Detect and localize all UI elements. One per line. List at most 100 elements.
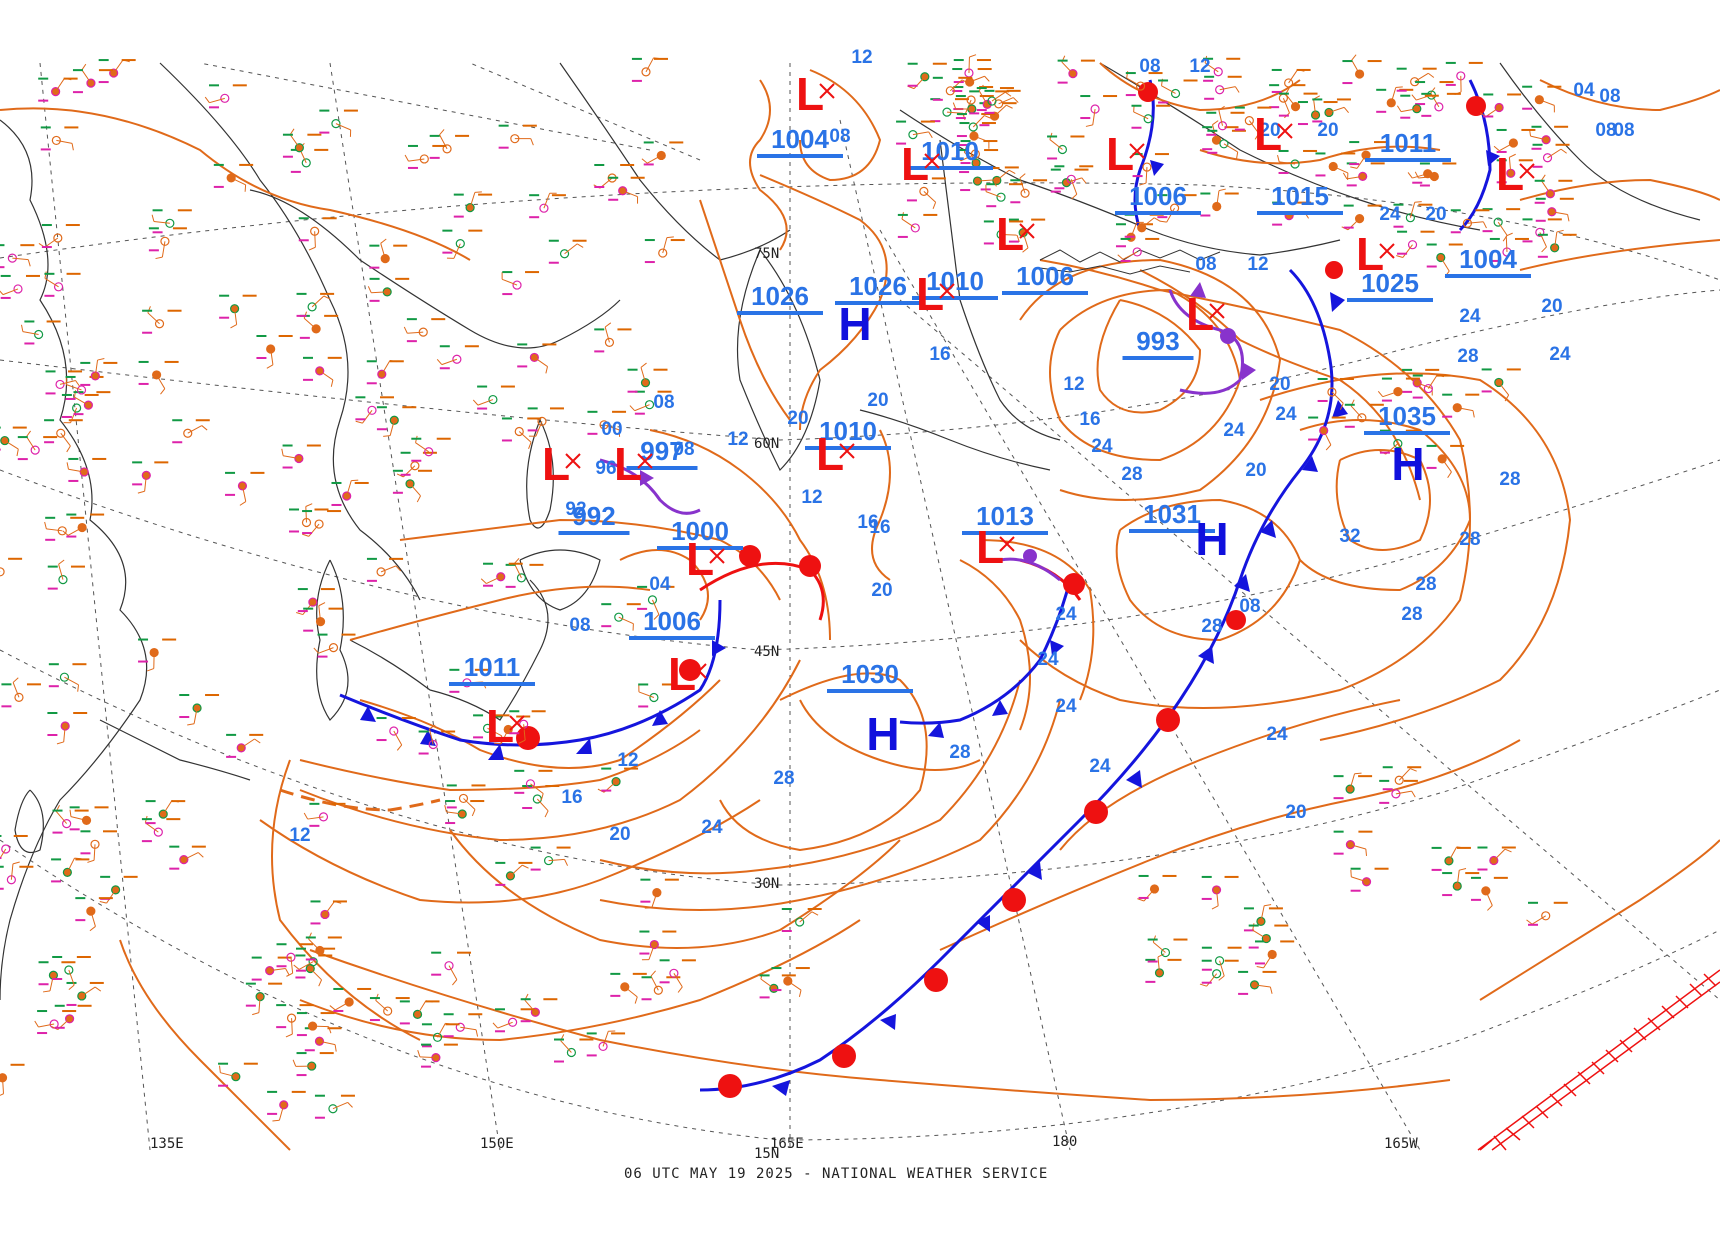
- station-circle: [1434, 102, 1444, 112]
- dewpoint-mark: [276, 1026, 287, 1029]
- wind-barb-feather: [151, 214, 155, 222]
- station-plot: [1315, 152, 1356, 180]
- station-plot: [355, 396, 394, 424]
- temp-mark: [317, 633, 328, 636]
- center-pressure-value: 1025: [1361, 268, 1419, 298]
- pressure-mark: [327, 510, 342, 513]
- wind-barb: [278, 1104, 285, 1121]
- pressure-mark: [232, 84, 247, 87]
- pressure-mark: [319, 1052, 334, 1055]
- station-circle: [566, 1047, 577, 1058]
- dewpoint-mark: [169, 867, 180, 870]
- station-plot: [1342, 54, 1382, 85]
- dewpoint-mark: [1269, 106, 1280, 109]
- station-plot: [1145, 953, 1182, 983]
- pressure-mark: [1031, 218, 1046, 221]
- wind-barb: [66, 857, 75, 873]
- low-center-x: [1209, 303, 1225, 319]
- dewpoint-mark: [587, 432, 598, 435]
- temp-mark: [906, 177, 917, 180]
- station-circle: [970, 149, 980, 159]
- wind-barb: [1263, 954, 1273, 969]
- pressure-mark: [172, 227, 187, 230]
- wind-barb: [477, 399, 494, 406]
- wind-barb: [68, 468, 85, 473]
- dewpoint-mark: [634, 412, 645, 415]
- station-circle: [508, 1017, 518, 1027]
- wind-barb: [1441, 458, 1452, 473]
- station-plot: [1529, 125, 1569, 150]
- station-plot: [639, 930, 677, 961]
- dewpoint-mark: [376, 739, 387, 742]
- wind-barb-feather: [286, 972, 293, 977]
- station-plot: [369, 238, 408, 269]
- wind-barb: [1126, 77, 1141, 87]
- wind-barb-feather: [281, 448, 284, 456]
- dewpoint-mark: [1201, 968, 1212, 971]
- wind-barb: [162, 800, 173, 815]
- temp-mark: [960, 140, 971, 143]
- station-circle: [1493, 217, 1503, 227]
- low-symbol: L: [486, 700, 514, 752]
- station-plot: [48, 663, 87, 692]
- pressure-mark: [318, 954, 333, 957]
- wind-barb-feather: [1411, 790, 1416, 798]
- station-circle: [154, 319, 165, 329]
- pressure-mark: [1303, 149, 1318, 152]
- dewpoint-mark: [355, 418, 366, 421]
- wind-barb-feather: [1006, 104, 1013, 109]
- front-alaska-cold: [1133, 79, 1155, 231]
- pressure-mark: [431, 318, 446, 321]
- dewpoint-mark: [627, 390, 638, 393]
- station-plot: [305, 932, 342, 961]
- temp-mark: [1376, 88, 1387, 91]
- wind-barb-feather: [293, 964, 300, 970]
- wind-barb-feather: [230, 324, 237, 329]
- dewpoint-mark: [509, 732, 520, 735]
- station-circle: [442, 144, 452, 154]
- wind-barb-feather: [1211, 905, 1219, 910]
- wind-barb: [1346, 175, 1363, 180]
- dewpoint-mark: [399, 1022, 410, 1025]
- pressure-mark: [624, 767, 639, 770]
- station-plot: [80, 357, 118, 386]
- station-circle: [658, 248, 668, 258]
- dewpoint-mark: [331, 503, 342, 506]
- station-circle: [1214, 956, 1225, 966]
- temp-mark: [1080, 95, 1091, 98]
- wind-barb: [93, 844, 96, 861]
- station-plot: [1238, 970, 1277, 995]
- temp-mark: [627, 368, 638, 371]
- temp-mark: [1202, 126, 1213, 129]
- station-circle: [308, 957, 318, 967]
- isobar-25: [1115, 498, 1302, 642]
- wind-barb-feather: [1157, 953, 1165, 958]
- wind-barb-feather: [1252, 923, 1255, 931]
- temp-mark: [643, 141, 654, 144]
- wind-barb-feather: [1351, 54, 1357, 61]
- temp-mark: [1272, 201, 1283, 204]
- wind-barb-feather: [1342, 172, 1348, 180]
- wind-barb: [305, 506, 307, 523]
- dewpoint-mark: [297, 610, 308, 613]
- station-plot: [66, 981, 104, 1006]
- dewpoint-mark: [644, 261, 655, 264]
- station-plot: [641, 141, 684, 166]
- temp-mark: [1342, 60, 1353, 63]
- wind-barb-feather: [239, 501, 247, 506]
- station-plot: [985, 183, 1024, 208]
- station-circle: [410, 461, 420, 471]
- temp-mark: [331, 481, 342, 484]
- center-pressure-value: 1015: [1271, 181, 1329, 211]
- temp-mark: [502, 271, 513, 274]
- wind-barb: [1333, 165, 1349, 174]
- dewpoint-mark: [73, 413, 84, 416]
- isobar-label: 28: [1415, 574, 1436, 595]
- temp-mark: [1482, 208, 1493, 211]
- wind-barb: [543, 193, 551, 209]
- station-circle: [641, 67, 651, 77]
- dewpoint-mark: [98, 81, 109, 84]
- pressure-mark: [177, 209, 192, 212]
- wind-barb: [307, 816, 324, 820]
- dewpoint-mark: [1243, 929, 1254, 932]
